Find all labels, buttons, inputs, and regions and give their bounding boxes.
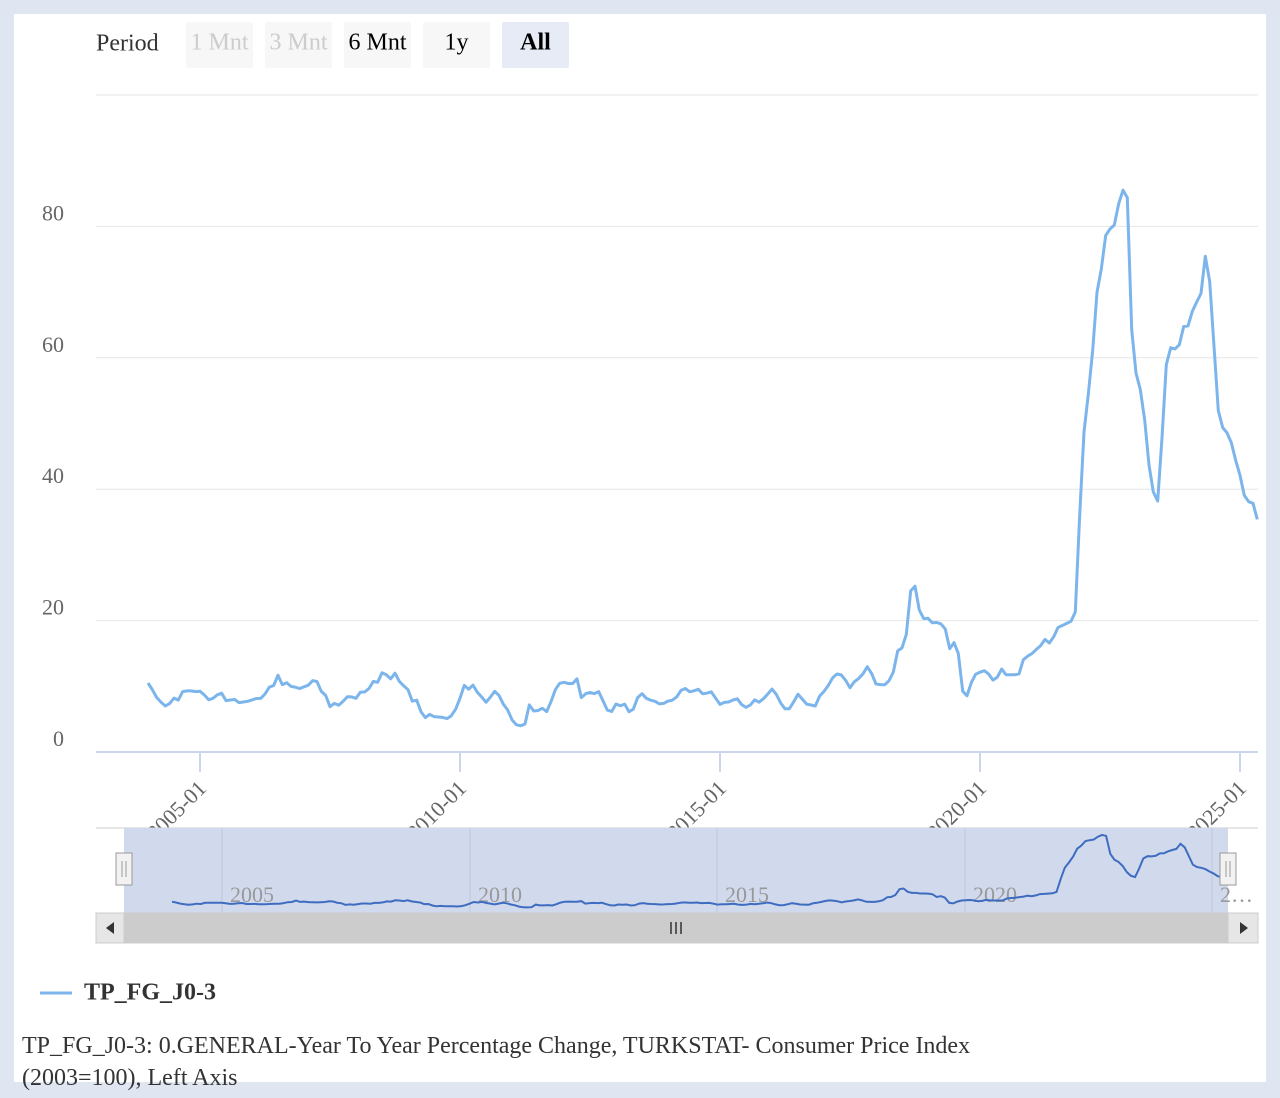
- range-button-label[interactable]: 1y: [445, 30, 469, 56]
- navigator-label: 2…: [1220, 882, 1253, 907]
- legend-item[interactable]: TP_FG_J0-3: [40, 980, 216, 1006]
- y-tick-label: 40: [42, 463, 64, 488]
- caption: TP_FG_J0-3: 0.GENERAL-Year To Year Perce…: [22, 1033, 971, 1091]
- range-button-bg[interactable]: [502, 22, 569, 68]
- range-button[interactable]: 6 Mnt: [344, 22, 411, 68]
- y-tick-label: 20: [42, 595, 64, 620]
- y-tick-label: 0: [53, 726, 64, 751]
- period-label: Period: [96, 31, 159, 57]
- navigator-mask: [124, 828, 1228, 913]
- range-button[interactable]: 3 Mnt: [265, 22, 332, 68]
- y-tick-label: 60: [42, 332, 64, 357]
- range-button-label[interactable]: All: [520, 30, 551, 56]
- navigator-handle[interactable]: [115, 852, 133, 886]
- range-button[interactable]: All: [502, 22, 569, 68]
- range-button-bg[interactable]: [344, 22, 411, 68]
- y-tick-label: 80: [42, 200, 64, 225]
- range-button[interactable]: 1 Mnt: [186, 22, 253, 68]
- range-button-bg[interactable]: [265, 22, 332, 68]
- navigator-handle[interactable]: [1219, 852, 1237, 886]
- series-line: [146, 188, 1259, 728]
- legend-label[interactable]: TP_FG_J0-3: [84, 980, 216, 1006]
- range-button-label[interactable]: 1 Mnt: [190, 30, 248, 56]
- navigator-line: [171, 833, 1231, 909]
- handle-box[interactable]: [115, 852, 133, 886]
- range-button-bg[interactable]: [186, 22, 253, 68]
- range-button-label[interactable]: 3 Mnt: [269, 30, 327, 56]
- arrow-left: [106, 922, 114, 934]
- range-button[interactable]: 1y: [423, 22, 490, 68]
- navigator-label: 2020: [973, 882, 1017, 907]
- handle-box[interactable]: [1219, 852, 1237, 886]
- arrow-right: [1240, 922, 1248, 934]
- range-button-bg[interactable]: [423, 22, 490, 68]
- range-button-label[interactable]: 6 Mnt: [348, 30, 406, 56]
